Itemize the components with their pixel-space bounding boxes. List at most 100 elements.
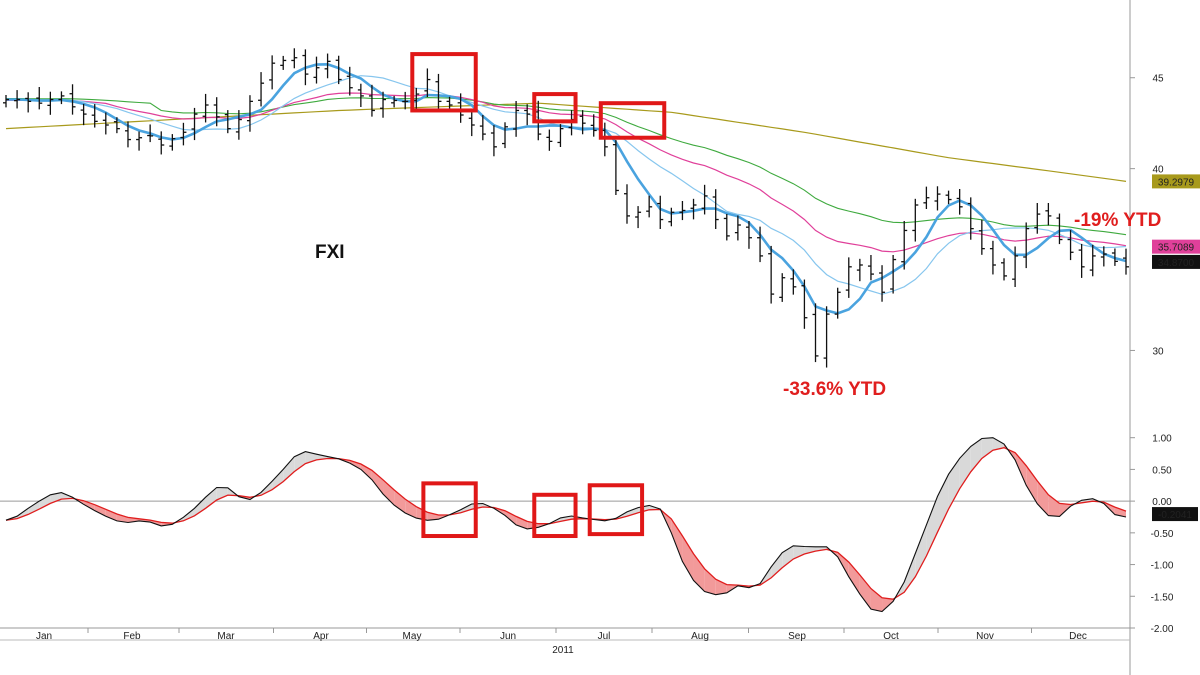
- ohlc-bar: [923, 186, 930, 209]
- ohlc-bar: [124, 121, 131, 148]
- ohlc-bar: [324, 53, 331, 79]
- osc-fill-segment: [715, 579, 727, 595]
- price-highlight-box: [532, 92, 578, 124]
- ohlc-bar: [368, 84, 375, 117]
- price-highlight-box: [598, 101, 667, 140]
- ohlc-bar: [269, 55, 276, 90]
- ohlc-bar: [302, 49, 309, 86]
- osc-fill-segment: [216, 487, 228, 500]
- ohlc-bar: [158, 131, 165, 155]
- osc-fill-segment: [360, 464, 372, 480]
- osc-fill-segment: [272, 469, 284, 490]
- annotation-low-ytd: -33.6% YTD: [783, 379, 886, 400]
- osc-fill-segment: [1037, 480, 1049, 516]
- osc-fill-segment: [848, 562, 860, 595]
- osc-fill-segment: [1048, 494, 1060, 517]
- x-tick-label: Sep: [788, 631, 806, 642]
- ohlc-bar: [546, 129, 553, 151]
- ohlc-bar: [357, 83, 364, 107]
- price-y-tick-label: 40: [1152, 165, 1164, 176]
- osc-signal-line: [5, 447, 1127, 600]
- ohlc-bar: [978, 219, 985, 255]
- osc-fill-segment: [626, 507, 639, 517]
- ohlc-bar: [1023, 222, 1030, 269]
- osc-last-value-tag-box: [1152, 507, 1198, 522]
- osc-fill-segment: [859, 574, 871, 610]
- osc-y-tick-label: -2.00: [1151, 624, 1174, 635]
- osc-fill-segment: [394, 489, 406, 514]
- ohlc-bar: [258, 72, 265, 107]
- x-tick-label: Aug: [691, 631, 709, 642]
- ohlc-bar: [313, 56, 320, 84]
- ohlc-bar: [989, 240, 996, 275]
- osc-fill-segment: [283, 456, 295, 482]
- ohlc-bar: [734, 215, 741, 241]
- ohlc-bar: [191, 107, 198, 141]
- osc-fill-segment: [1059, 503, 1071, 517]
- osc-highlight-box: [532, 492, 578, 539]
- ohlc-bar: [147, 124, 154, 143]
- ohlc-bar: [424, 68, 431, 97]
- osc-fill-segment: [205, 487, 217, 509]
- ohlc-bar: [901, 221, 908, 270]
- last-value-tag-label: 34.8700: [1158, 258, 1195, 269]
- ohlc-bar: [224, 110, 231, 134]
- ohlc-bar: [69, 84, 76, 115]
- osc-fill-segment: [1114, 507, 1126, 517]
- ohlc-bar: [657, 195, 664, 229]
- ohlc-bar: [246, 95, 253, 132]
- ohlc-bar: [590, 114, 597, 137]
- ohlc-bar: [779, 273, 786, 302]
- osc-fill-segment: [560, 516, 572, 522]
- x-tick-label: Jul: [598, 631, 611, 642]
- osc-fill-segment: [926, 496, 938, 557]
- ohlc-bar: [1012, 246, 1019, 287]
- ohlc-bar: [1034, 203, 1041, 234]
- ohlc-bar: [1123, 248, 1129, 275]
- osc-last-value-tag-label: -0.2041: [1158, 510, 1192, 521]
- price-y-tick-label: 30: [1152, 346, 1164, 357]
- osc-fill-segment: [405, 499, 417, 519]
- ohlc-bar: [58, 91, 65, 105]
- ma-line-3: [6, 97, 1127, 236]
- osc-fill-segment: [870, 588, 883, 612]
- ohlc-bar: [213, 97, 220, 127]
- ohlc-bar: [635, 206, 642, 229]
- ohlc-bar: [768, 245, 775, 304]
- ohlc-bar: [102, 112, 109, 135]
- ma-line-2: [6, 92, 1127, 253]
- price-highlight-box: [410, 52, 478, 113]
- last-value-tag-box: [1152, 239, 1200, 254]
- osc-fill-segment: [39, 494, 51, 510]
- osc-fill-segment: [460, 503, 472, 513]
- osc-y-tick-label: -0.50: [1151, 529, 1174, 540]
- ohlc-bar: [1078, 243, 1085, 278]
- last-value-tag-label: 35.7089: [1158, 243, 1195, 254]
- osc-line: [5, 437, 1127, 613]
- osc-y-tick-label: 1.00: [1152, 434, 1172, 445]
- last-value-tag-box: [1152, 254, 1200, 269]
- ohlc-bar: [579, 110, 586, 135]
- ohlc-bar: [513, 101, 520, 137]
- ohlc-bar: [823, 306, 830, 368]
- price-y-tick-label: 45: [1152, 74, 1164, 85]
- osc-fill-segment: [704, 568, 716, 595]
- osc-fill-segment: [915, 524, 927, 577]
- x-tick-label: May: [403, 631, 422, 642]
- ohlc-bar: [646, 195, 653, 218]
- x-tick-label: Mar: [217, 631, 235, 642]
- ohlc-bar: [402, 91, 409, 110]
- osc-fill-segment: [28, 501, 40, 515]
- ohlc-bar: [679, 201, 686, 221]
- osc-fill-segment: [671, 518, 683, 562]
- x-tick-label: Oct: [883, 631, 899, 642]
- ohlc-bar: [335, 55, 342, 85]
- last-value-tag: 39.2979: [1152, 174, 1200, 189]
- x-tick-label: Dec: [1069, 631, 1087, 642]
- ohlc-bar: [91, 104, 98, 128]
- osc-y-tick-label: -1.50: [1151, 592, 1174, 603]
- osc-fill-segment: [50, 492, 62, 504]
- ohlc-bar: [391, 95, 398, 108]
- osc-fill-segment: [882, 597, 894, 612]
